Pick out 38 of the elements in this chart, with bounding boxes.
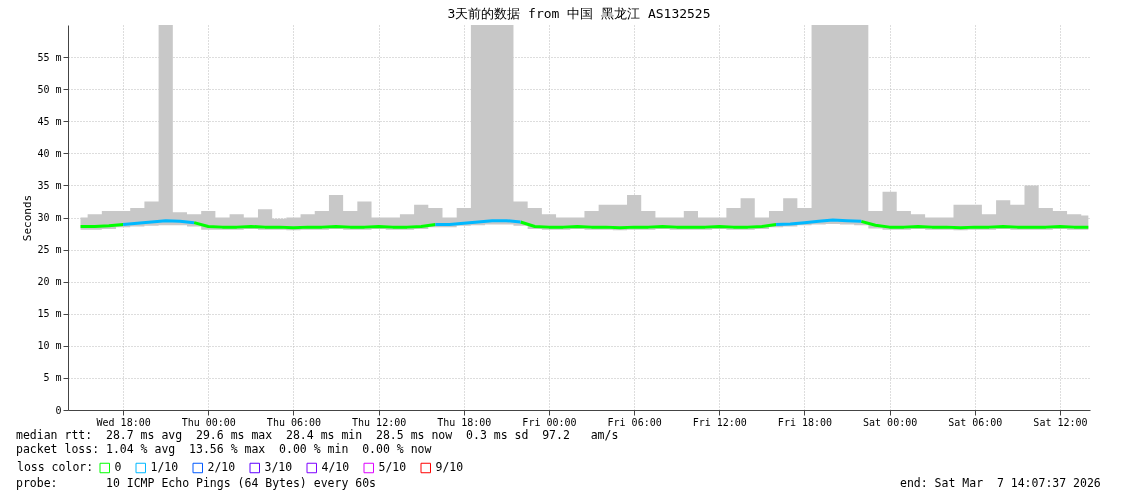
y-tick-label: 25 m xyxy=(37,244,62,256)
x-tick-label: Sat 12:00 xyxy=(1033,416,1088,428)
x-tick-label: Thu 06:00 xyxy=(266,416,322,428)
text: probe: 10 ICMP Echo Pings (64 Bytes) every 60s xyxy=(16,476,377,490)
y-tick-label: 55 m xyxy=(37,51,62,63)
x-tick-label: Thu 12:00 xyxy=(352,416,407,428)
x-tick-label: Fri 12:00 xyxy=(692,416,747,428)
y-tick-label: 50 m xyxy=(37,83,62,95)
x-tick-label: Wed 18:00 xyxy=(96,416,151,428)
legend-label: 4/10 xyxy=(321,460,350,474)
legend-label: 1/10 xyxy=(150,460,179,474)
y-tick-label: 15 m xyxy=(37,308,62,320)
y-tick-label: 20 m xyxy=(37,276,62,288)
y-tick-label: 30 m xyxy=(37,212,62,223)
chart-title: 3天前的数据 from 中国 黑龙江 AS132525 xyxy=(447,6,711,21)
x-tick-label: Sat 00:00 xyxy=(863,416,918,428)
text: median rtt: 28.7 ms avg 29.6 ms max 28.4 ms min 28.5 ms now 0.3 ms sd 97.2 am/s xyxy=(16,428,619,442)
y-tick-label: 45 m xyxy=(37,115,62,127)
legend-label: 2/10 xyxy=(207,460,236,474)
text: packet loss: 1.04 % avg 13.56 % max 0.00 % min 0.00 % now xyxy=(16,442,432,456)
legend-title: loss color: xyxy=(17,460,94,474)
x-tick-label: Fri 06:00 xyxy=(607,416,662,428)
y-tick-label: 40 m xyxy=(37,147,62,159)
x-tick-label: Sat 06:00 xyxy=(948,416,1003,428)
legend-label: 5/10 xyxy=(378,460,407,474)
y-tick-label: 10 m xyxy=(37,340,62,352)
y-axis-title: Seconds xyxy=(21,194,35,242)
y-tick-label: 5 m xyxy=(43,372,62,384)
legend-label: 0 xyxy=(114,460,122,474)
x-tick-label: Fri 18:00 xyxy=(777,416,833,428)
x-tick-label: Fri 00:00 xyxy=(522,416,577,428)
legend-label: 3/10 xyxy=(264,460,293,474)
y-tick-label: 0 xyxy=(55,404,62,416)
x-tick-label: Thu 00:00 xyxy=(181,416,236,428)
x-tick-label: Thu 18:00 xyxy=(437,416,492,428)
y-tick-label: 35 m xyxy=(37,179,62,191)
legend-label: 9/10 xyxy=(435,460,464,474)
text: end: Sat Mar 7 14:07:37 2026 xyxy=(900,476,1101,490)
